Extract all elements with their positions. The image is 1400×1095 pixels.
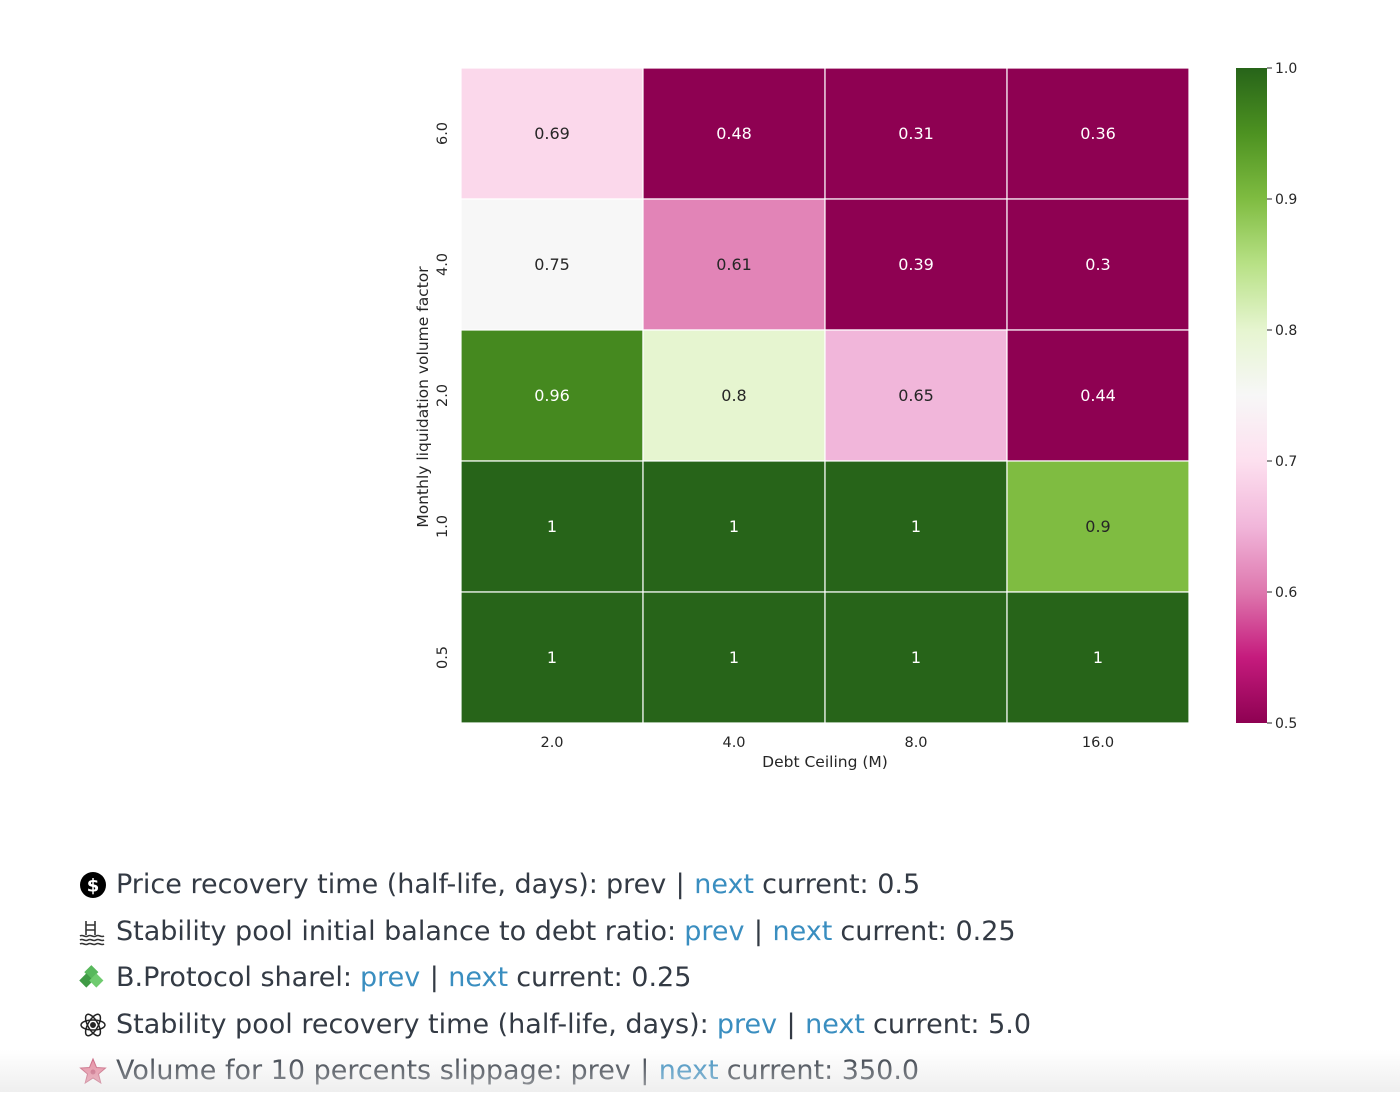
heatmap-cell-label: 1 [729,648,739,667]
heatmap-cell [460,67,644,200]
dollar-icon: $ [78,870,108,900]
heatmap-cell [1006,460,1190,593]
x-axis-ticks: 2.0 4.0 8.0 16.0 [540,735,1114,751]
nav-separator: | [786,1008,796,1040]
heatmap-cell [642,67,826,200]
colorbar-tick-label: 0.7 [1275,454,1297,470]
parameter-row: Stability pool recovery time (half-life,… [78,1002,1031,1049]
next-link[interactable]: next [694,869,755,900]
parameter-row: Volume for 10 percents slippage: prev | nex… [78,1048,1031,1095]
next-link[interactable]: next [772,915,833,947]
parameter-label: Stability pool initial balance to debt r… [116,915,677,947]
next-link[interactable]: next [448,962,509,993]
parameter-controls: $ Price recovery time (half-life, days): p… [78,862,1031,1095]
colorbar-tick-label: 0.8 [1275,323,1297,339]
nav-separator: | [640,1055,650,1086]
current-value: current: 0.25 [840,915,1016,947]
heatmap-cell-label: 0.65 [898,386,934,405]
heatmap-cell [1006,198,1190,331]
heatmap-cell [642,460,826,593]
prev-link[interactable]: prev [716,1008,778,1040]
heatmap-cell-label: 1 [911,517,921,536]
heatmap-cell [1006,67,1190,200]
heatmap-cell [642,198,826,331]
heatmap-cell [1006,591,1190,724]
star-icon [78,1056,108,1086]
heatmap-cell-label: 0.36 [1080,124,1116,143]
y-tick-label: 2.0 [435,384,451,407]
next-link[interactable]: next [658,1055,719,1086]
parameter-label: Price recovery time (half-life, days): [116,869,598,900]
heatmap-cell-label: 1 [729,517,739,536]
current-value: current: 350.0 [726,1055,920,1086]
current-value: current: 0.5 [762,869,921,900]
heatmap-cell [824,460,1008,593]
prev-link[interactable]: prev [360,962,421,993]
heatmap-cell-label: 0.9 [1085,517,1110,536]
current-value: current: 5.0 [873,1008,1032,1040]
y-tick-label: 1.0 [435,515,451,538]
heatmap-cell [460,591,644,724]
heatmap-cell-label: 0.69 [534,124,570,143]
colorbar-ticks: 1.0 0.9 0.8 0.7 0.6 0.5 [1267,61,1297,732]
heatmap-cell-label: 1 [1093,648,1103,667]
heatmap-cell [460,460,644,593]
heatmap-cell-label: 0.75 [534,255,570,274]
x-tick-label: 2.0 [540,735,563,751]
parameter-row: Stability pool initial balance to debt r… [78,909,1031,956]
heatmap-cell [1006,329,1190,462]
prev-link[interactable]: prev [684,915,745,947]
nav-separator: | [429,962,439,993]
colorbar [1236,68,1267,723]
heatmap-cell-label: 0.8 [721,386,746,405]
nav-separator: | [675,869,685,900]
heatmap-cell-label: 1 [911,648,921,667]
prev-link: prev [605,869,667,900]
parameter-label: Volume for 10 percents slippage: [116,1055,563,1086]
heatmap-cell [642,591,826,724]
parameter-label: Stability pool recovery time (half-life,… [116,1008,709,1040]
y-axis-label: Monthly liquidation volume factor [414,266,432,528]
nav-separator: | [753,915,764,947]
pool-icon [78,917,108,947]
heatmap-cell-label: 0.31 [898,124,934,143]
y-axis-ticks: 6.0 4.0 2.0 1.0 0.5 [435,122,451,669]
heatmap-cell-label: 0.48 [716,124,752,143]
heatmap-cell-label: 0.44 [1080,386,1116,405]
heatmap-cell-label: 0.3 [1085,255,1110,274]
colorbar-tick-label: 0.5 [1275,716,1297,732]
next-link[interactable]: next [805,1008,865,1040]
heatmap-cell [460,198,644,331]
colorbar-tick-label: 0.6 [1275,585,1297,601]
y-tick-label: 6.0 [435,122,451,145]
colorbar-tick-label: 0.9 [1275,192,1297,208]
diamond-blocks-icon [78,963,108,993]
y-tick-label: 0.5 [435,646,451,669]
x-tick-label: 8.0 [904,735,927,751]
heatmap-cell-label: 0.39 [898,255,934,274]
heatmap-cell-label: 0.61 [716,255,752,274]
heatmap-cell-labels: 0.69 0.48 0.31 0.36 0.75 0.61 0.39 0.3 0.96 0.8 0.… [534,124,1116,667]
x-tick-label: 4.0 [722,735,745,751]
parameter-label: B.Protocol sharel: [116,962,352,993]
x-axis-label: Debt Ceiling (M) [762,753,888,771]
atom-icon [78,1010,108,1040]
heatmap-cell [642,329,826,462]
current-value: current: 0.25 [516,962,692,993]
heatmap-cell-label: 0.96 [534,386,570,405]
heatmap-cell [824,67,1008,200]
heatmap-cell-label: 1 [547,517,557,536]
parameter-row: $ Price recovery time (half-life, days): p… [78,862,1031,909]
parameter-row: B.Protocol sharel: prev | next current: 0.25 [78,955,1031,1002]
heatmap-cells [460,67,1190,724]
x-tick-label: 16.0 [1082,735,1114,751]
colorbar-tick-label: 1.0 [1275,61,1297,77]
heatmap-chart: 0.69 0.48 0.31 0.360.75 0.61 0.39 0.30.96 0.8 0.… [414,61,1297,771]
prev-link: prev [570,1055,631,1086]
svg-text:$: $ [87,876,100,897]
y-tick-label: 4.0 [435,253,451,276]
heatmap-cell-label: 1 [547,648,557,667]
heatmap-cell [824,591,1008,724]
